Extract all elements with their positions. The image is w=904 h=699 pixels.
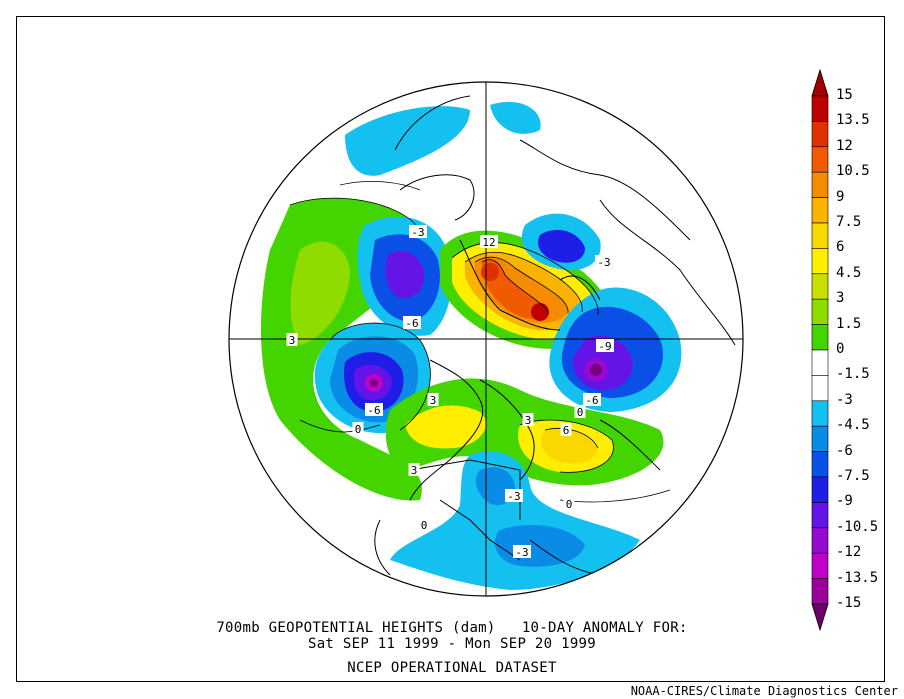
negative-anomaly-region xyxy=(538,229,585,263)
color-bar-swatch xyxy=(811,349,829,376)
contour-label: 3 xyxy=(525,414,532,427)
credit-text: NOAA-CIRES/Climate Diagnostics Center xyxy=(630,684,898,698)
color-bar-label: 12 xyxy=(836,137,853,154)
contour-label-background xyxy=(365,403,383,416)
contour-label-background xyxy=(563,497,575,510)
contour-label: -3 xyxy=(411,226,424,239)
color-bar-label: 7.5 xyxy=(836,214,862,230)
positive-anomaly-region xyxy=(405,405,486,449)
contour-label: 0 xyxy=(421,519,428,532)
contour-label: -3 xyxy=(507,490,520,503)
contour-label-background xyxy=(352,422,364,435)
contour-label-background xyxy=(408,463,420,476)
color-bar-label: 10.5 xyxy=(836,163,870,180)
color-bar-label: -7.5 xyxy=(836,468,870,484)
positive-anomaly-region xyxy=(541,428,598,464)
contour-label-background xyxy=(513,545,531,558)
anomaly-maximum xyxy=(531,303,549,321)
contour-label-background xyxy=(574,405,586,418)
positive-anomaly-region xyxy=(290,241,350,345)
color-bar-swatch xyxy=(811,425,829,452)
negative-anomaly-region xyxy=(385,251,425,299)
color-bar-label: -6 xyxy=(836,442,853,459)
color-bar-label: -4.5 xyxy=(836,417,870,434)
color-bar-bottom-arrow xyxy=(811,603,829,632)
color-bar-label: 9 xyxy=(836,188,845,205)
color-bar-label: 0 xyxy=(836,341,845,357)
color-bar-swatch xyxy=(811,273,829,300)
coastlines xyxy=(374,95,736,576)
color-bar-label: -15 xyxy=(836,595,862,611)
anomaly-minimum xyxy=(590,364,602,376)
contour-label: 0 xyxy=(577,406,584,419)
color-bar xyxy=(811,68,829,632)
color-bar-label: 15 xyxy=(836,87,853,103)
contour-label-background xyxy=(583,393,601,406)
color-bar-swatch xyxy=(811,248,829,275)
contour-label: -9 xyxy=(598,340,611,353)
contour-label-background xyxy=(596,339,614,352)
color-bar-swatch xyxy=(811,146,829,173)
color-bar-label: 3 xyxy=(836,290,845,307)
color-bar-label: 13.5 xyxy=(836,112,870,129)
color-bar-swatch xyxy=(811,375,829,402)
contour-label: -6 xyxy=(585,394,598,407)
contour-label-background xyxy=(595,255,613,268)
contour-label-background xyxy=(505,489,523,502)
color-bar-swatch xyxy=(811,298,829,325)
color-bar-swatch xyxy=(811,324,829,351)
color-bar-label: 6 xyxy=(836,239,845,256)
contour-label-background xyxy=(480,235,498,248)
contour-label-background xyxy=(427,393,439,406)
color-bar-swatch xyxy=(811,95,829,122)
color-bar-label: -9 xyxy=(836,493,853,510)
contour-label: -6 xyxy=(367,404,380,417)
contour-label: -3 xyxy=(515,546,528,559)
color-bar-swatch xyxy=(811,451,829,478)
map-title-line2: Sat SEP 11 1999 - Mon SEP 20 1999 xyxy=(307,636,597,652)
color-bar-top-arrow xyxy=(811,68,829,97)
contour-label-background xyxy=(403,316,421,329)
color-bar-swatch xyxy=(811,476,829,503)
color-bar-swatch xyxy=(811,527,829,554)
map-title-line1: 700mb GEOPOTENTIAL HEIGHTS (dam) 10-DAY … xyxy=(216,620,688,636)
color-bar-label: -13.5 xyxy=(836,569,879,586)
color-bar-label: 4.5 xyxy=(836,264,862,281)
anomaly-maximum xyxy=(481,263,499,281)
color-bar-label: -10.5 xyxy=(836,518,879,535)
contour-label: 12 xyxy=(482,236,495,249)
contour-label: -3 xyxy=(597,256,610,269)
color-bar-swatch xyxy=(811,578,829,605)
contour-label: 6 xyxy=(563,424,570,437)
color-bar-swatch xyxy=(811,552,829,579)
contour-label: -6 xyxy=(405,317,418,330)
color-bar-swatch xyxy=(811,197,829,224)
contour-label-background xyxy=(418,518,430,531)
negative-anomaly-region xyxy=(345,106,470,176)
contour-label-background xyxy=(409,225,427,238)
anomaly-minimum xyxy=(370,379,378,387)
color-bar-swatch xyxy=(811,502,829,529)
contour-label-background xyxy=(286,333,298,346)
negative-anomaly-region xyxy=(490,101,541,134)
contour-lines xyxy=(289,181,671,503)
contour-label: 3 xyxy=(430,394,437,407)
contour-label: 3 xyxy=(289,334,296,347)
contour-label: 0 xyxy=(355,423,362,436)
contour-label-background xyxy=(522,413,534,426)
color-bar-swatch xyxy=(811,171,829,198)
color-bar-label: -1.5 xyxy=(836,366,870,383)
color-bar-label: -12 xyxy=(836,544,862,561)
contour-label-background xyxy=(560,423,572,436)
contour-label: 0 xyxy=(566,498,573,511)
color-bar-label: -3 xyxy=(836,391,853,408)
map-title-line3: NCEP OPERATIONAL DATASET xyxy=(347,660,557,676)
color-bar-swatch xyxy=(811,400,829,427)
color-bar-swatch xyxy=(811,222,829,249)
color-bar-swatch xyxy=(811,121,829,148)
contour-label: 3 xyxy=(411,464,418,477)
color-bar-label: 1.5 xyxy=(836,315,862,332)
